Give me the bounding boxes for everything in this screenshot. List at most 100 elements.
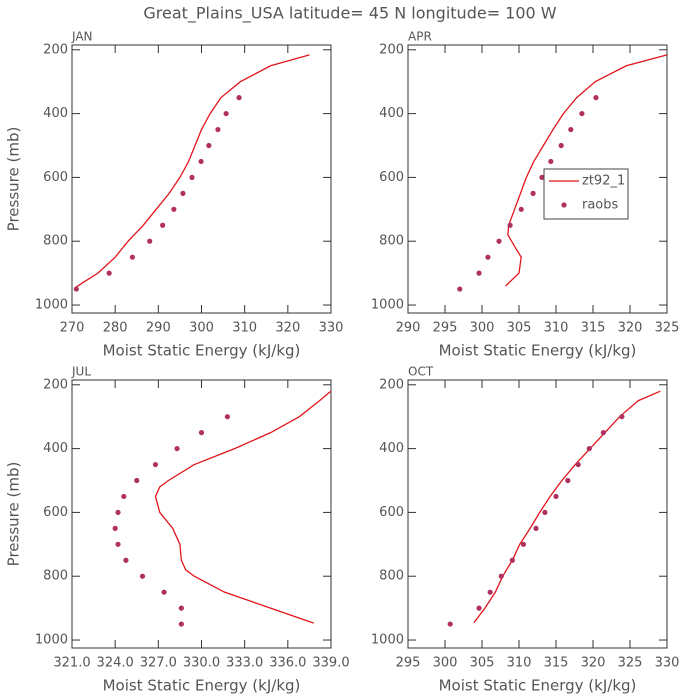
y-axis-label: Pressure (mb): [5, 462, 23, 567]
x-tick-label: 300: [433, 656, 458, 671]
legend-box: [543, 168, 629, 220]
x-tick-label: 324.0: [97, 656, 134, 671]
raob-point: [223, 110, 229, 117]
y-tick-label: 400: [43, 106, 68, 121]
raob-point: [180, 190, 186, 196]
x-tick-label: 295: [433, 321, 458, 336]
raob-point: [215, 126, 221, 133]
panel-title: OCT: [408, 365, 434, 379]
raob-point: [198, 430, 205, 436]
x-tick-label: 327.0: [140, 656, 177, 671]
raob-point: [579, 110, 585, 117]
raob-point: [509, 557, 515, 563]
y-tick-label: 600: [43, 505, 68, 520]
raob-point: [498, 573, 504, 579]
x-tick-label: 290: [396, 321, 421, 336]
y-tick-label: 1000: [35, 633, 68, 648]
legend-dot: [561, 202, 567, 208]
raob-point: [457, 286, 463, 292]
panel-title: APR: [408, 30, 432, 44]
x-tick-label: 300: [189, 321, 214, 336]
raob-point: [533, 525, 539, 531]
y-tick-label: 800: [43, 234, 68, 249]
y-tick-label: 800: [379, 569, 404, 584]
x-tick-label: 310: [507, 656, 532, 671]
plot-frame: [407, 379, 668, 649]
x-axis-label: Moist Static Energy (kJ/kg): [439, 342, 637, 360]
y-tick-label: 400: [43, 441, 68, 456]
x-tick-label: 325: [655, 321, 680, 336]
panel-title: JAN: [71, 30, 93, 44]
legend-label: raobs: [582, 198, 619, 213]
x-axis-label: Moist Static Energy (kJ/kg): [439, 677, 637, 695]
profile-line: [74, 54, 310, 289]
raob-point: [198, 158, 204, 165]
y-tick-label: 1000: [371, 298, 404, 313]
raob-point: [73, 286, 79, 292]
x-tick-label: 295: [396, 656, 421, 671]
raob-point: [565, 477, 571, 484]
raob-point: [507, 222, 513, 228]
raob-point: [487, 589, 493, 595]
raob-point: [548, 158, 554, 165]
x-tick-label: 336.0: [269, 656, 306, 671]
raob-point: [485, 254, 491, 260]
x-tick-label: 330: [655, 656, 680, 671]
y-tick-label: 200: [43, 377, 68, 392]
y-tick-label: 200: [43, 42, 68, 57]
x-tick-label: 310: [232, 321, 257, 336]
x-tick-label: 339.0: [312, 656, 349, 671]
profile-line: [154, 390, 332, 624]
raob-point: [189, 174, 195, 181]
raob-point: [112, 525, 118, 531]
raob-point: [171, 206, 177, 212]
x-tick-label: 320: [581, 656, 606, 671]
x-axis-label: Moist Static Energy (kJ/kg): [103, 677, 301, 695]
raob-point: [161, 589, 167, 595]
raob-point: [530, 190, 536, 196]
raob-point: [178, 605, 184, 611]
raob-point: [568, 126, 574, 133]
raob-point: [106, 270, 112, 276]
raob-point: [586, 445, 592, 452]
x-tick-label: 320: [618, 321, 643, 336]
x-tick-label: 290: [146, 321, 171, 336]
profile-line: [505, 54, 668, 287]
x-tick-label: 270: [60, 321, 85, 336]
y-tick-label: 800: [379, 234, 404, 249]
profile-line: [473, 390, 661, 624]
figure-title: Great_Plains_USA latitude= 45 N longitud…: [143, 4, 556, 24]
legend-label: zt92_1: [582, 174, 625, 189]
raob-point: [206, 142, 212, 149]
raob-point: [147, 238, 153, 244]
raob-point: [496, 238, 502, 244]
raob-point: [123, 557, 129, 563]
y-tick-label: 800: [43, 569, 68, 584]
x-tick-label: 325: [618, 656, 643, 671]
raob-point: [520, 541, 527, 547]
y-tick-label: 1000: [371, 633, 404, 648]
y-tick-label: 200: [379, 377, 404, 392]
x-tick-label: 305: [470, 656, 495, 671]
raob-point: [115, 541, 121, 547]
raob-point: [553, 493, 559, 500]
x-tick-label: 305: [507, 321, 532, 336]
raob-point: [600, 430, 606, 436]
x-tick-label: 333.0: [226, 656, 263, 671]
raob-point: [558, 142, 564, 149]
raob-point: [539, 174, 545, 181]
raob-point: [476, 270, 482, 276]
raob-point: [542, 509, 548, 516]
raob-point: [447, 621, 453, 627]
y-axis-label: Pressure (mb): [5, 127, 23, 232]
x-tick-label: 330: [319, 321, 344, 336]
raob-point: [476, 605, 482, 611]
raob-point: [174, 445, 180, 452]
x-tick-label: 315: [544, 656, 569, 671]
x-tick-label: 315: [581, 321, 606, 336]
y-tick-label: 600: [379, 170, 404, 185]
raob-point: [518, 206, 524, 212]
x-tick-label: 300: [470, 321, 495, 336]
panel-title: JUL: [71, 365, 91, 379]
